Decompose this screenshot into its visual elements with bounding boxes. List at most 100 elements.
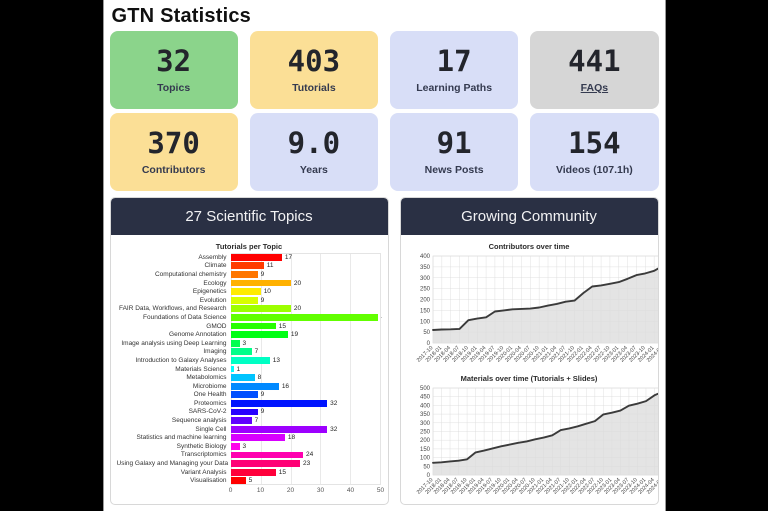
bar-row: One Health 9: [117, 391, 382, 400]
bar-category-label: Foundations of Data Science: [143, 313, 227, 321]
materials-over-time-chart: 0501001502002503003504004505002017-10201…: [415, 386, 658, 496]
bar-category-label: Using Galaxy and Managing your Data: [116, 460, 229, 468]
tutorials-count: 403: [287, 43, 341, 78]
bar-value-label: 9: [260, 296, 265, 304]
bar-row: Introduction to Galaxy Analyses 13: [117, 356, 382, 365]
bar-value-label: 15: [278, 322, 287, 330]
bar-value-label: 9: [260, 408, 265, 416]
bar-category-label: Climate: [204, 262, 227, 270]
svg-text:50: 50: [423, 330, 430, 336]
svg-text:250: 250: [419, 287, 430, 293]
bar: [230, 253, 282, 261]
materials-chart-block: Materials over time (Tutorials + Slides)…: [407, 372, 658, 504]
svg-text:200: 200: [419, 438, 430, 444]
bar: [230, 296, 258, 304]
bar-value-label: 13: [272, 356, 280, 364]
bar-category-label: Introduction to Galaxy Analyses: [135, 356, 227, 364]
bar: [230, 339, 240, 347]
materials-chart-title: Materials over time (Tutorials + Slides): [460, 374, 598, 383]
panels-row: 27 Scientific Topics Tutorials per Topic…: [109, 197, 659, 505]
bar-category-label: Imaging: [203, 348, 227, 356]
bar: [230, 305, 291, 313]
stat-card-contributors: 370 Contributors: [109, 113, 238, 191]
bar: [230, 451, 303, 459]
bar-row: Climate 11: [117, 262, 382, 271]
bar-value-label: 15: [278, 468, 287, 476]
bar-row: Sequence analysis 7: [117, 416, 382, 425]
bar-value-label: 24: [305, 451, 314, 459]
svg-text:150: 150: [419, 308, 430, 314]
contributors-chart-block: Contributors over time 0 50 100 150 200 250 30…: [407, 240, 658, 372]
bar: [230, 477, 246, 485]
topics-label: Topics: [157, 81, 191, 94]
bar-value-label: 9: [260, 391, 265, 399]
contributors-count: 370: [147, 125, 200, 160]
bar-category-label: Assembly: [198, 253, 227, 261]
bar-row: Metabolomics 8: [117, 373, 382, 382]
growing-community-panel-body: Contributors over time 0 50 100 150 200 250 30…: [401, 235, 658, 504]
bar-category-label: Genome Annotation: [169, 331, 227, 339]
svg-text:400: 400: [419, 254, 430, 260]
bar: [230, 322, 276, 330]
stat-card-videos: 154 Videos (107.1h): [530, 113, 659, 191]
contributors-over-time-chart: 0501001502002503003504002017-102018-0120…: [415, 254, 658, 364]
bar-category-label: Ecology: [203, 279, 227, 287]
scientific-topics-panel-body: Tutorials per Topic Assembly 17 Climate 11 C…: [111, 235, 388, 498]
bar: [230, 271, 258, 278]
bar-value-label: 7: [254, 417, 259, 425]
bar-value-label: 10: [263, 288, 271, 296]
bar-row: Single Cell 32: [117, 425, 382, 434]
bar: [230, 468, 276, 476]
svg-text:450: 450: [419, 395, 430, 401]
bar: [230, 357, 270, 364]
stat-card-topics: 32 Topics: [109, 31, 238, 109]
learning-paths-label: Learning Paths: [416, 81, 493, 94]
bar-chart-x-axis: 0 10 20 30 40 50: [228, 487, 385, 495]
bar: [230, 314, 379, 321]
bar: [230, 425, 328, 433]
bar-category-label: Epigenetics: [192, 288, 227, 296]
bar-category-label: Synthetic Biology: [176, 442, 227, 450]
bar: [230, 408, 258, 416]
svg-text:350: 350: [419, 412, 430, 418]
bar-value-label: 3: [242, 339, 247, 347]
svg-text:100: 100: [419, 456, 430, 462]
bar-category-label: GMOD: [206, 322, 227, 330]
stat-card-tutorials: 403 Tutorials: [249, 31, 378, 109]
bar-value-label: 23: [302, 460, 311, 468]
bar-value-label: 9: [260, 270, 265, 278]
bar: [230, 417, 252, 424]
bar-row: Variant Analysis 15: [117, 468, 382, 477]
bar-category-label: Metabolomics: [186, 374, 227, 382]
bar-category-label: Image analysis using Deep Learning: [121, 339, 227, 347]
bar-value-label: 20: [293, 305, 302, 313]
bar-value-label: 16: [281, 382, 290, 390]
svg-text:200: 200: [419, 298, 430, 304]
bar: [230, 391, 258, 399]
faqs-label[interactable]: FAQs: [580, 81, 609, 94]
stat-card-learning-paths: 17 Learning Paths: [390, 31, 519, 109]
bar: [230, 288, 261, 296]
years-label: Years: [299, 163, 328, 176]
bar-value-label: 17: [284, 253, 293, 261]
bar: [230, 399, 328, 407]
bar-category-label: Materials Science: [175, 365, 227, 373]
bar-category-label: Microbiome: [192, 382, 227, 390]
news-posts-count: 91: [436, 125, 472, 160]
bar-value-label: 11: [266, 262, 274, 270]
bar-value-label: 32: [330, 425, 338, 433]
svg-text:300: 300: [419, 276, 430, 282]
svg-text:0: 0: [426, 473, 430, 479]
bar: [230, 331, 288, 339]
bar: [230, 382, 279, 390]
contributors-label: Contributors: [141, 163, 206, 176]
svg-text:300: 300: [419, 421, 430, 427]
bar-row: FAIR Data, Workflows, and Research 20: [117, 305, 382, 314]
bar-row: Visualisation 5: [117, 476, 382, 485]
svg-text:150: 150: [419, 447, 430, 453]
tutorials-per-topic-bar-chart: Assembly 17 Climate 11 Computational chemist…: [116, 253, 385, 498]
faqs-count: 441: [568, 43, 621, 78]
svg-text:250: 250: [419, 430, 430, 436]
bar: [230, 442, 240, 450]
bar-value-label: 3: [242, 442, 247, 450]
